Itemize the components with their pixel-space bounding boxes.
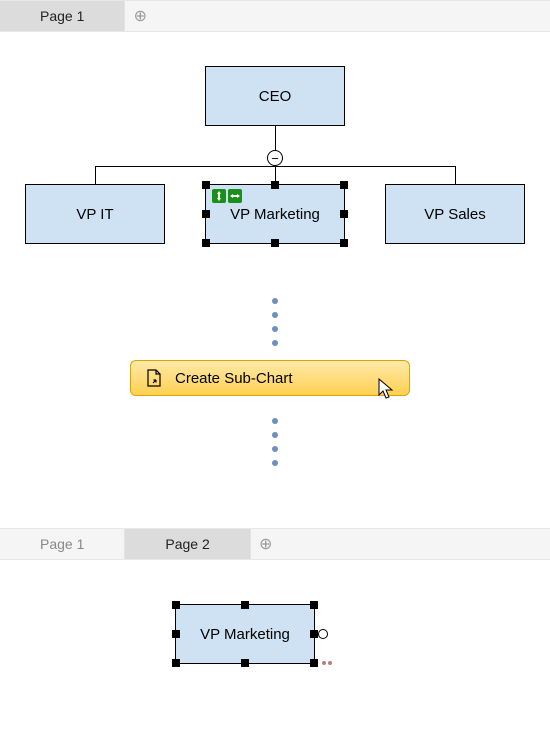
selection-handle[interactable] [202,239,210,247]
selection-handle[interactable] [241,659,249,667]
horizontal-arrows-icon [228,189,242,203]
selection-handle[interactable] [310,601,318,609]
vertical-arrows-icon [212,189,226,203]
selection-handle[interactable] [340,239,348,247]
dot [272,460,278,466]
ellipsis-dots-1 [272,298,278,346]
top-add-tab[interactable]: ⊕ [125,1,155,31]
bottom-tabbar: Page 1 Page 2 ⊕ [0,528,550,560]
dot [272,418,278,424]
ellipsis-dots-2 [272,418,278,466]
corner-dots-icon [322,661,332,665]
dot [272,446,278,452]
selection-handle[interactable] [172,659,180,667]
node-vp-sales-label: VP Sales [424,206,485,223]
connector-ring-icon[interactable] [318,629,328,639]
selection-handle[interactable] [172,601,180,609]
bottom-add-tab[interactable]: ⊕ [251,529,281,559]
node-vp-marketing-label: VP Marketing [230,206,320,223]
node-vp-marketing-page2[interactable]: VP Marketing [175,604,315,664]
selection-handle[interactable] [241,601,249,609]
selection-handle[interactable] [310,659,318,667]
dot [272,340,278,346]
node-vp-it[interactable]: VP IT [25,184,165,244]
smart-shape-badges [212,189,242,203]
top-tab-0[interactable]: Page 1 [0,1,125,31]
tab-label: Page 2 [165,536,209,552]
node-vp-sales[interactable]: VP Sales [385,184,525,244]
new-page-icon [145,369,163,387]
dot [272,312,278,318]
context-menu-label: Create Sub-Chart [175,370,293,387]
node-ceo[interactable]: CEO [205,66,345,126]
node-vp-marketing-page2-label: VP Marketing [200,626,290,643]
dot [272,326,278,332]
selection-handle[interactable] [202,210,210,218]
top-tabbar: Page 1 ⊕ [0,0,550,32]
node-vp-it-label: VP IT [76,206,113,223]
context-menu-create-subchart[interactable]: Create Sub-Chart [130,360,410,396]
dot [272,432,278,438]
bottom-tab-1[interactable]: Page 2 [125,529,250,559]
selection-handle[interactable] [202,181,210,189]
connector-to-vp-sales [455,166,456,184]
selection-handle[interactable] [172,630,180,638]
bottom-tab-0[interactable]: Page 1 [0,529,125,559]
node-vp-marketing[interactable]: VP Marketing [205,184,345,244]
node-ceo-label: CEO [259,88,292,105]
collapse-toggle[interactable]: − [267,150,283,166]
connector-to-vp-it [95,166,96,184]
dot [272,298,278,304]
selection-handle[interactable] [310,630,318,638]
selection-handle[interactable] [340,181,348,189]
tab-label: Page 1 [40,536,84,552]
tab-label: Page 1 [40,8,84,24]
selection-handle[interactable] [271,181,279,189]
selection-handle[interactable] [340,210,348,218]
selection-handle[interactable] [271,239,279,247]
